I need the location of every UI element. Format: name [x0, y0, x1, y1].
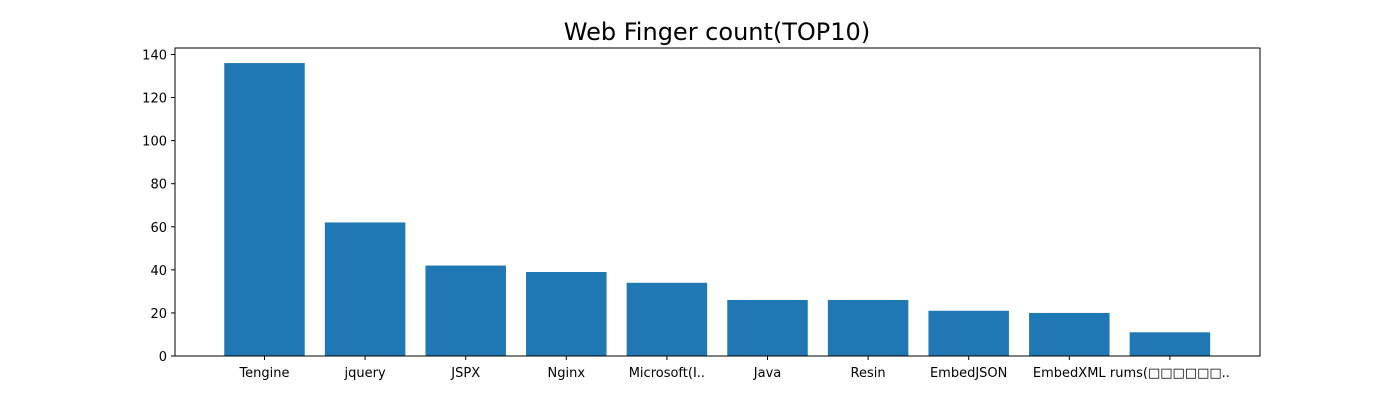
- x-axis: Tengine jquery JSPX Nginx Microsoft(I.. Java R…: [238, 356, 1230, 381]
- plot-frame: [174, 47, 1261, 357]
- y-axis: 0 20 40 60 80 100 120 140: [142, 48, 175, 365]
- x-tick-label-1: jquery: [344, 366, 386, 381]
- bar-4: [626, 282, 708, 356]
- y-tick-label-4: 80: [150, 178, 167, 193]
- y-tick-label-7: 140: [142, 48, 167, 63]
- bars-layer: [224, 63, 1211, 356]
- bar-6: [827, 300, 909, 356]
- y-tick-label-3: 60: [150, 221, 167, 236]
- x-tick-label-7: EmbedJSON: [930, 366, 1007, 381]
- x-tick-label-3: Nginx: [548, 366, 586, 381]
- bar-5: [727, 300, 808, 356]
- bar-7: [928, 310, 1009, 356]
- y-tick-label-2: 40: [150, 264, 167, 279]
- bar-3: [526, 272, 607, 356]
- y-tick-label-6: 120: [142, 92, 167, 107]
- y-tick-label-0: 0: [159, 350, 167, 365]
- x-tick-label-5: Java: [753, 366, 781, 381]
- x-tick-label-0: Tengine: [238, 366, 289, 381]
- bar-8: [1029, 312, 1110, 356]
- x-tick-label-2: JSPX: [450, 366, 480, 381]
- x-tick-label-9: rums(□□□□□□..: [1110, 366, 1230, 381]
- bar-9: [1129, 332, 1211, 356]
- x-tick-label-4: Microsoft(I..: [629, 366, 705, 381]
- bar-1: [324, 222, 406, 356]
- y-tick-label-5: 100: [142, 135, 167, 150]
- x-tick-label-6: Resin: [851, 366, 886, 381]
- bar-0: [224, 63, 305, 356]
- bar-2: [425, 265, 506, 356]
- chart-title: Web Finger count(TOP10): [564, 18, 870, 46]
- y-tick-label-1: 20: [150, 307, 167, 322]
- x-tick-label-8: EmbedXML: [1033, 366, 1107, 381]
